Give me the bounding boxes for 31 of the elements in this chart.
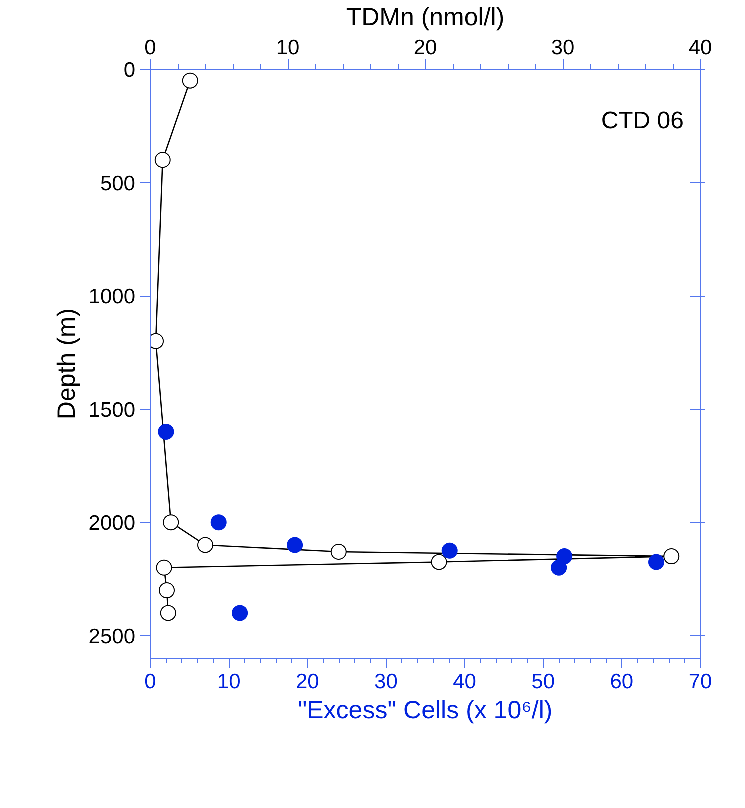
- x2-tick-label: 0: [144, 36, 156, 60]
- point: [648, 554, 664, 570]
- x-tick-label: 20: [296, 670, 320, 694]
- point: [232, 605, 248, 622]
- y-tick-label: 0: [124, 59, 136, 82]
- point: [287, 537, 304, 554]
- point: [556, 548, 573, 565]
- x-tick-label: 10: [217, 670, 241, 694]
- x-tick-label: 30: [374, 670, 398, 694]
- x-tick-label: 40: [453, 670, 476, 694]
- y-tick-label: 2500: [88, 625, 136, 648]
- x2-tick-label: 30: [551, 36, 575, 60]
- annotation: CTD 06: [601, 107, 684, 134]
- y-axis-title: Depth (m): [52, 308, 81, 420]
- y-tick-label: 2000: [88, 512, 136, 536]
- point: [210, 514, 227, 531]
- point: [551, 560, 568, 576]
- point: [442, 542, 458, 559]
- x-tick-label: 70: [688, 670, 712, 694]
- x2-tick-label: 40: [688, 36, 712, 60]
- x2-axis-title: TDMn (nmol/l): [346, 4, 505, 32]
- point: [158, 424, 174, 440]
- x2-tick-label: 10: [276, 36, 300, 60]
- y-tick-label: 500: [100, 172, 136, 196]
- x2-tick-label: 20: [414, 36, 438, 60]
- y-tick-label: 1500: [88, 398, 136, 422]
- x-tick-label: 60: [610, 670, 634, 694]
- x-axis-title: "Excess" Cells (x 10⁶/l): [298, 696, 553, 724]
- x-tick-label: 50: [532, 670, 556, 694]
- x-tick-label: 0: [144, 670, 156, 694]
- y-tick-label: 1000: [88, 286, 136, 309]
